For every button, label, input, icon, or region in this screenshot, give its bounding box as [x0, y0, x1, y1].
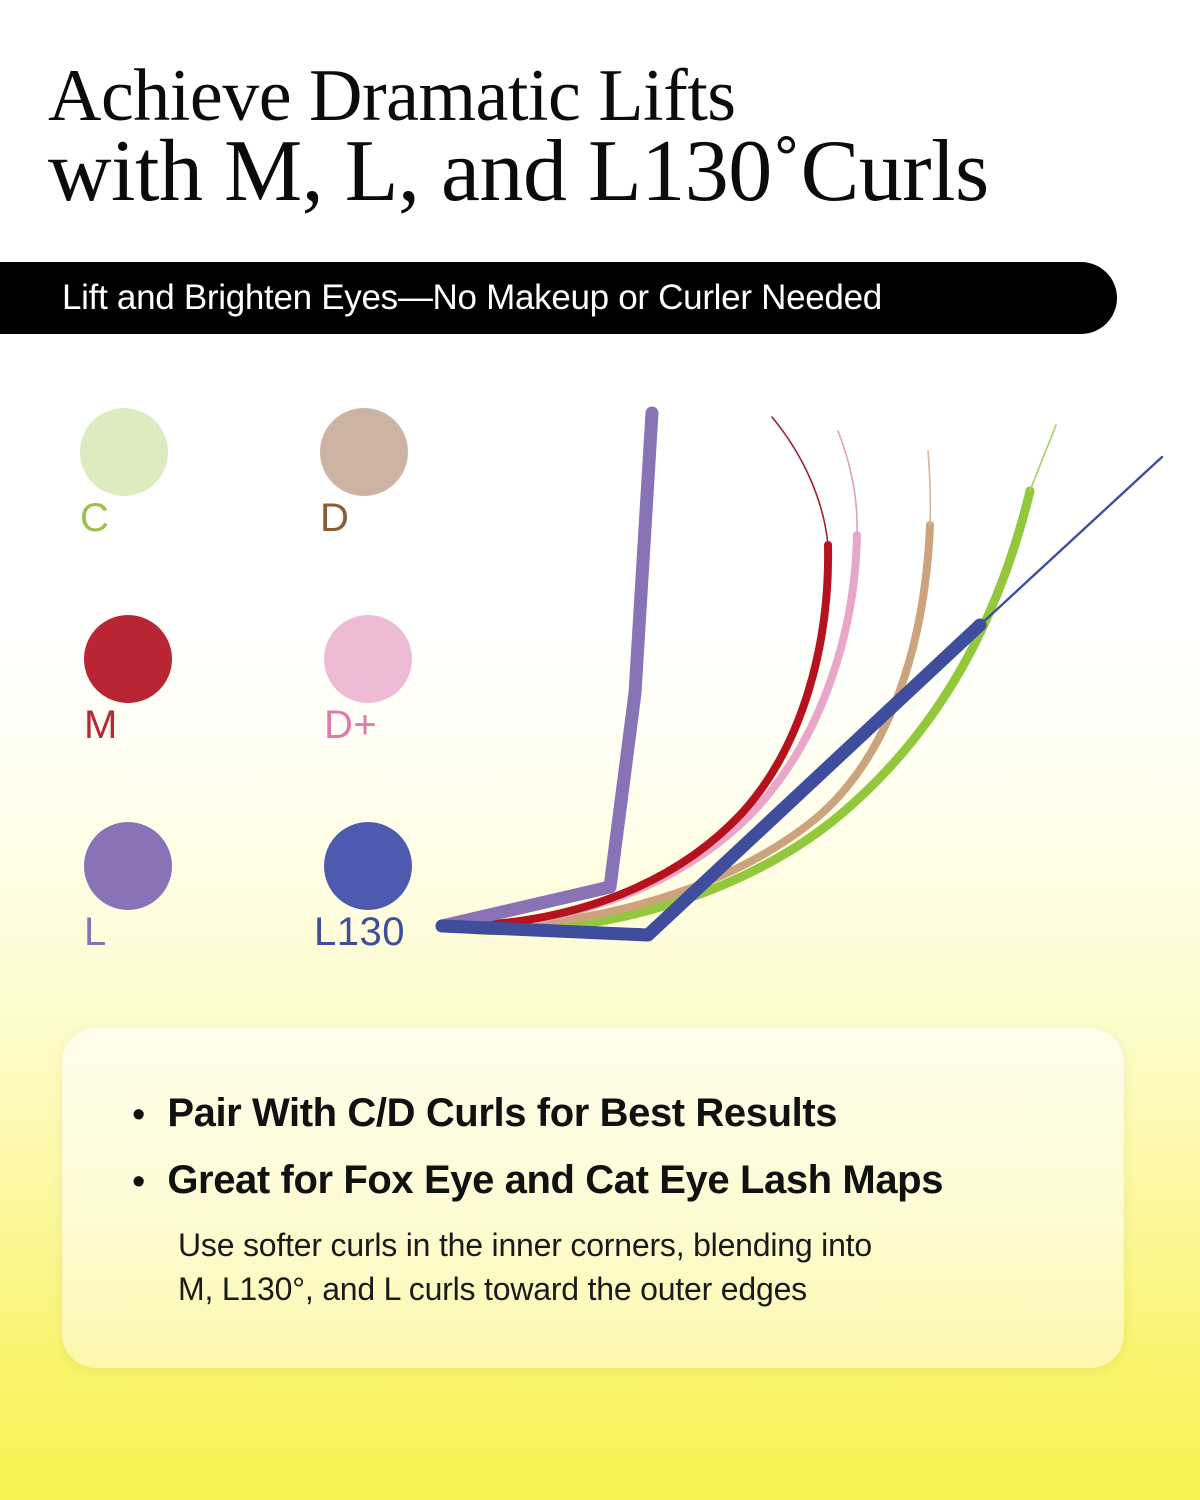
bullet-dot-icon: • — [132, 1161, 146, 1204]
callout-bullet-2: • Great for Fox Eye and Cat Eye Lash Map… — [132, 1157, 1124, 1204]
curl-wisp-d — [927, 450, 932, 526]
swatch-d-icon — [320, 408, 408, 496]
curl-legend: C D M D+ L L130 — [78, 408, 428, 1029]
curl-wisp-m — [771, 416, 829, 546]
page-title-line-2: with M, L, and L130˚Curls — [48, 122, 989, 220]
curl-path-d — [438, 521, 934, 931]
callout-note-line-2: M, L130°, and L curls toward the outer e… — [178, 1270, 807, 1307]
subtitle-text: Lift and Brighten Eyes—No Makeup or Curl… — [62, 278, 882, 317]
swatch-l-icon — [84, 822, 172, 910]
page-title: Achieve Dramatic Lifts with M, L, and L1… — [0, 0, 1200, 220]
legend-item-dplus[interactable]: D+ — [308, 615, 428, 822]
swatch-m-icon — [84, 615, 172, 703]
header: Achieve Dramatic Lifts with M, L, and L1… — [0, 0, 1200, 334]
lash-curl-svg — [435, 406, 1164, 942]
legend-label-l130: L130 — [314, 910, 405, 954]
page-title-line-1: Achieve Dramatic Lifts — [48, 55, 736, 137]
callout-bullet-2-text: Great for Fox Eye and Cat Eye Lash Maps — [167, 1158, 944, 1203]
lash-curl-diagram — [420, 395, 1190, 985]
curl-path-l — [435, 406, 659, 933]
curl-wisp-c — [1029, 424, 1057, 492]
curl-wisp-l130 — [978, 455, 1164, 627]
callout-bullet-1: • Pair With C/D Curls for Best Results — [132, 1090, 1124, 1137]
callout-card: • Pair With C/D Curls for Best Results •… — [62, 1028, 1124, 1368]
bullet-dot-icon: • — [132, 1094, 146, 1136]
curl-path-m — [438, 541, 833, 931]
swatch-dplus-icon — [324, 615, 412, 703]
legend-item-m[interactable]: M — [78, 615, 308, 822]
legend-item-c[interactable]: C — [78, 408, 308, 615]
swatch-c-icon — [80, 408, 168, 496]
legend-item-d[interactable]: D — [308, 408, 428, 615]
curl-wisp-dplus — [837, 430, 858, 536]
callout-note-line-1: Use softer curls in the inner corners, b… — [178, 1227, 872, 1264]
legend-label-c: C — [80, 496, 110, 540]
callout-bullet-1-text: Pair With C/D Curls for Best Results — [167, 1091, 838, 1135]
swatch-l130-icon — [324, 822, 412, 910]
curl-path-l130 — [435, 618, 987, 942]
legend-item-l[interactable]: L — [78, 822, 308, 1029]
legend-item-l130[interactable]: L130 — [308, 822, 428, 1029]
subtitle-banner: Lift and Brighten Eyes—No Makeup or Curl… — [0, 262, 1117, 334]
legend-label-d: D — [320, 496, 350, 540]
legend-label-dplus: D+ — [324, 703, 378, 747]
legend-label-m: M — [84, 703, 118, 747]
callout-note: Use softer curls in the inner corners, b… — [178, 1224, 1078, 1310]
legend-label-l: L — [84, 910, 107, 954]
